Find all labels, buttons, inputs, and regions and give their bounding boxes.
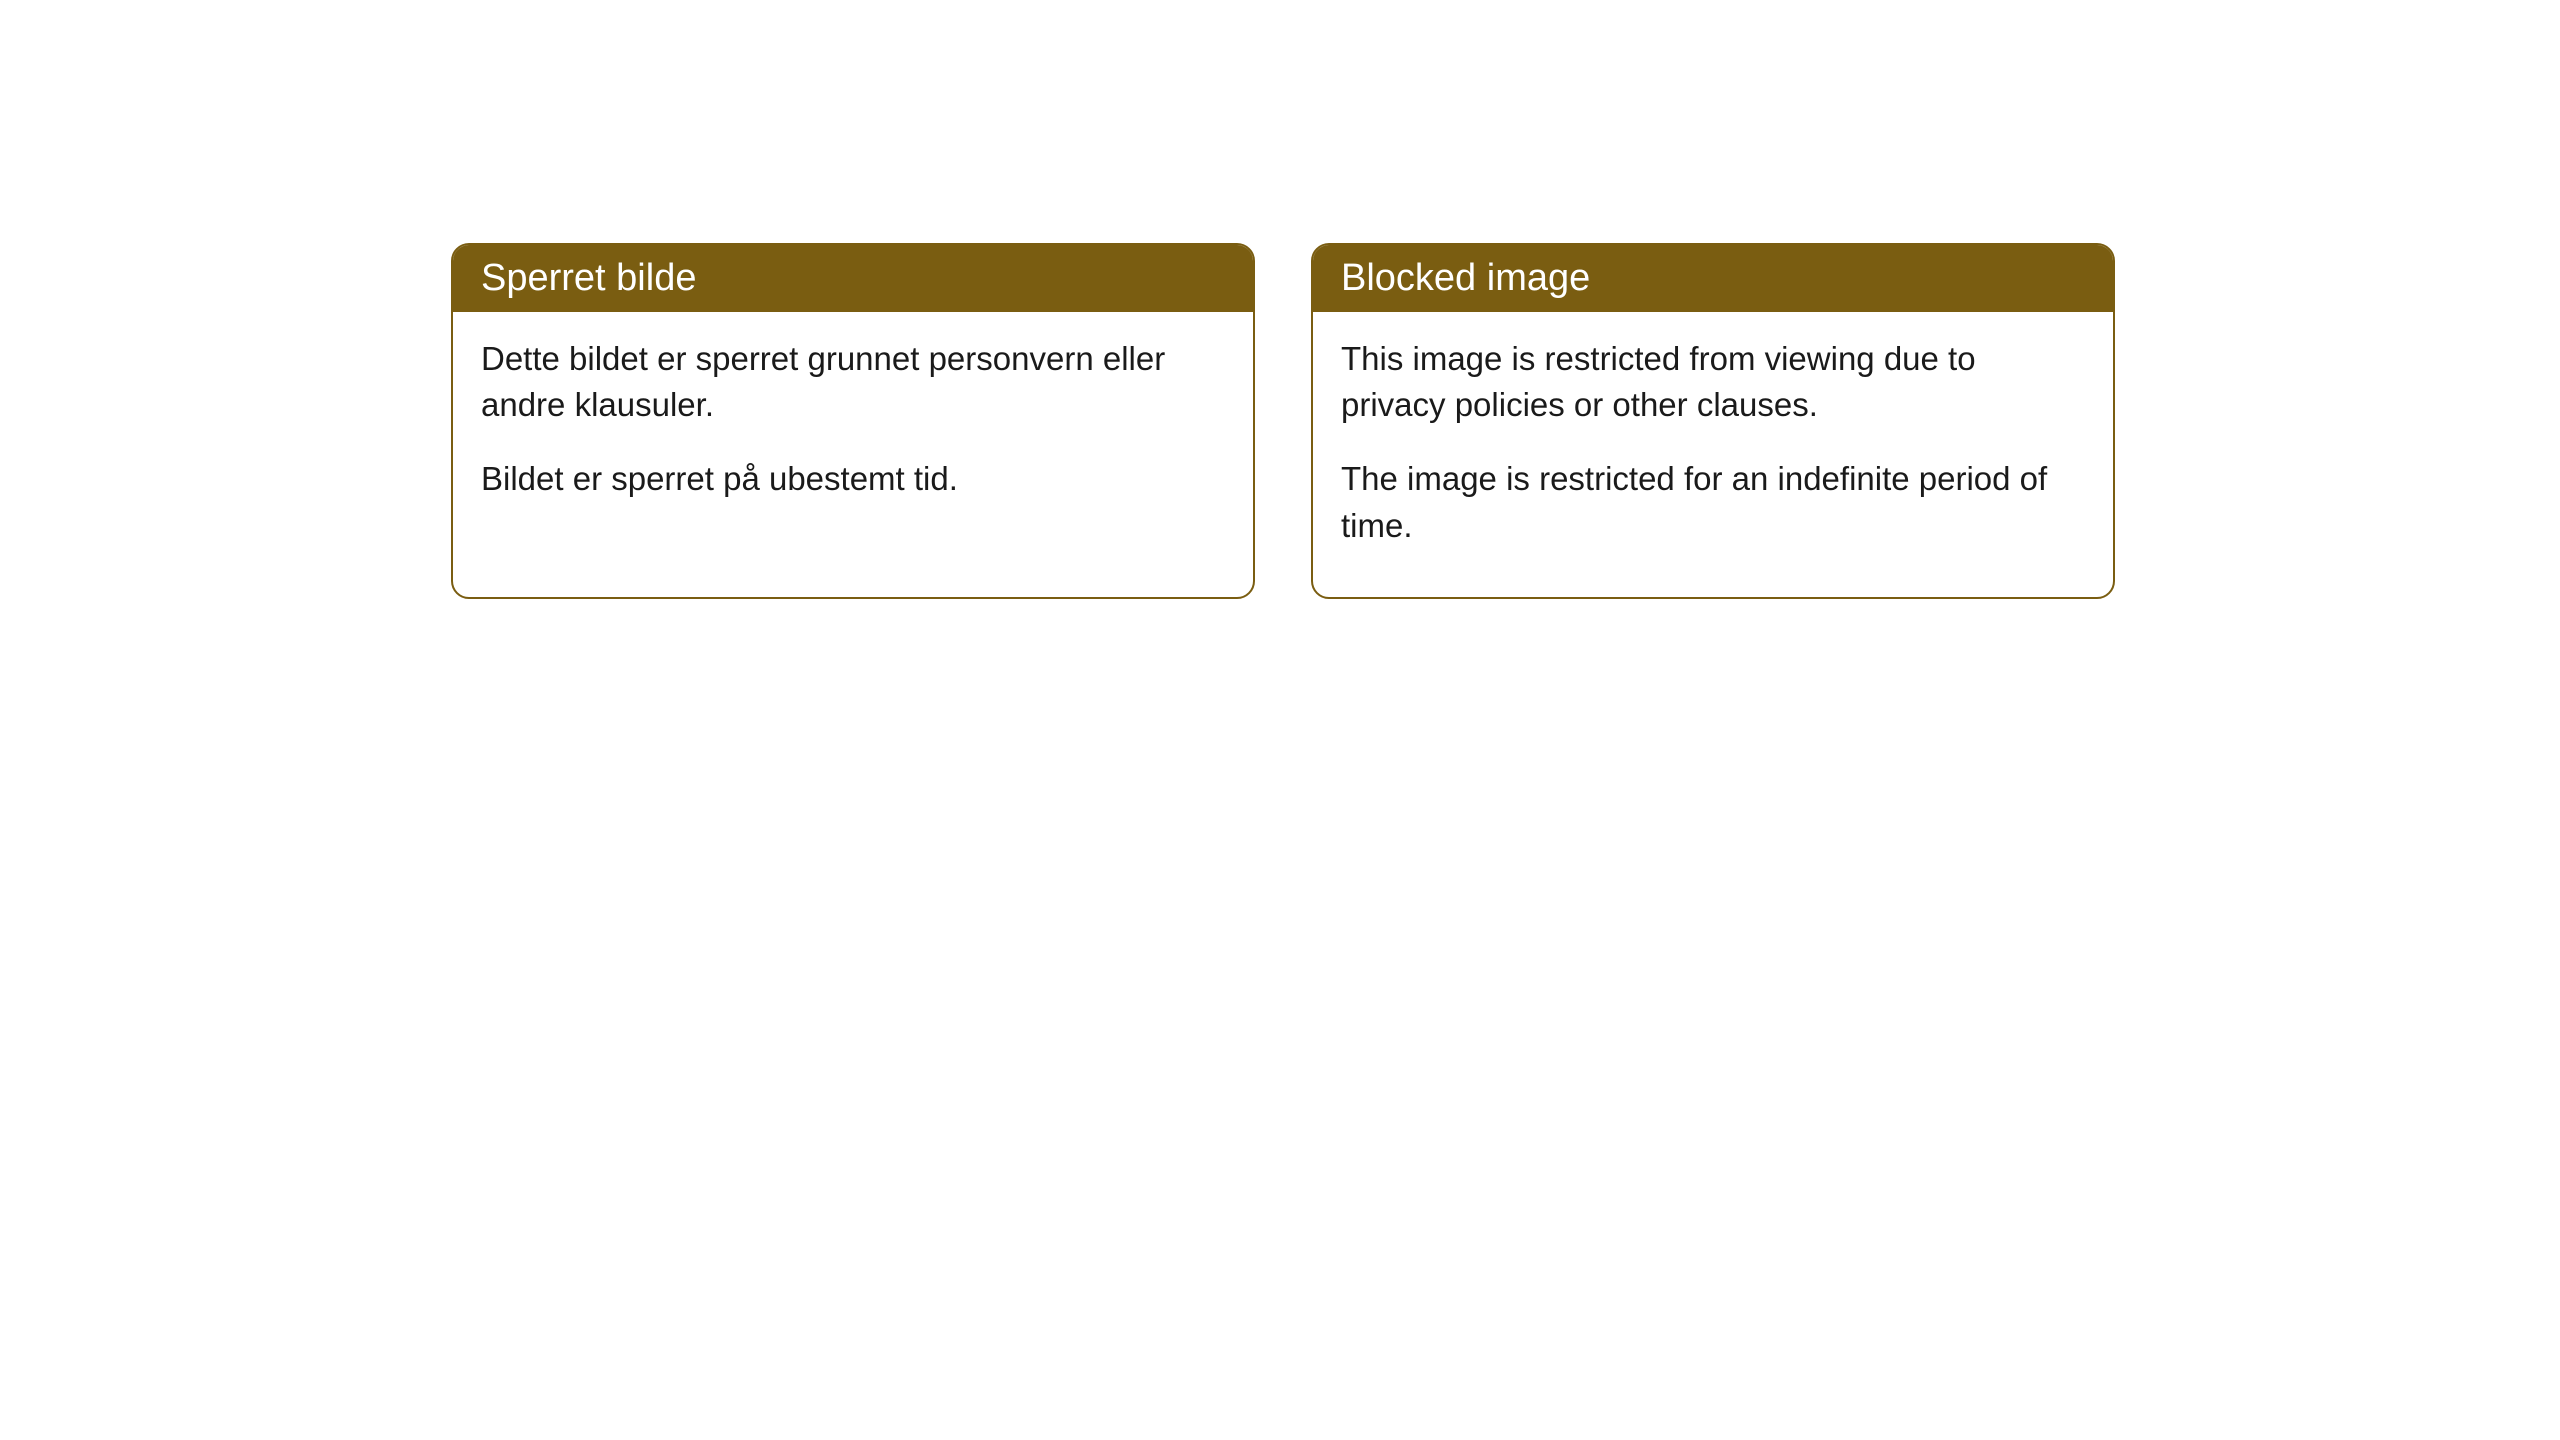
card-body-english: This image is restricted from viewing du… — [1313, 312, 2113, 597]
card-paragraph-1: This image is restricted from viewing du… — [1341, 336, 2085, 428]
card-title: Sperret bilde — [481, 257, 696, 299]
card-paragraph-1: Dette bildet er sperret grunnet personve… — [481, 336, 1225, 428]
blocked-image-card-english: Blocked image This image is restricted f… — [1311, 243, 2115, 599]
notice-cards-container: Sperret bilde Dette bildet er sperret gr… — [0, 0, 2560, 599]
card-header-norwegian: Sperret bilde — [453, 245, 1253, 312]
card-body-norwegian: Dette bildet er sperret grunnet personve… — [453, 312, 1253, 551]
card-title: Blocked image — [1341, 257, 1590, 299]
card-header-english: Blocked image — [1313, 245, 2113, 312]
card-paragraph-2: The image is restricted for an indefinit… — [1341, 456, 2085, 548]
blocked-image-card-norwegian: Sperret bilde Dette bildet er sperret gr… — [451, 243, 1255, 599]
card-paragraph-2: Bildet er sperret på ubestemt tid. — [481, 456, 1225, 502]
